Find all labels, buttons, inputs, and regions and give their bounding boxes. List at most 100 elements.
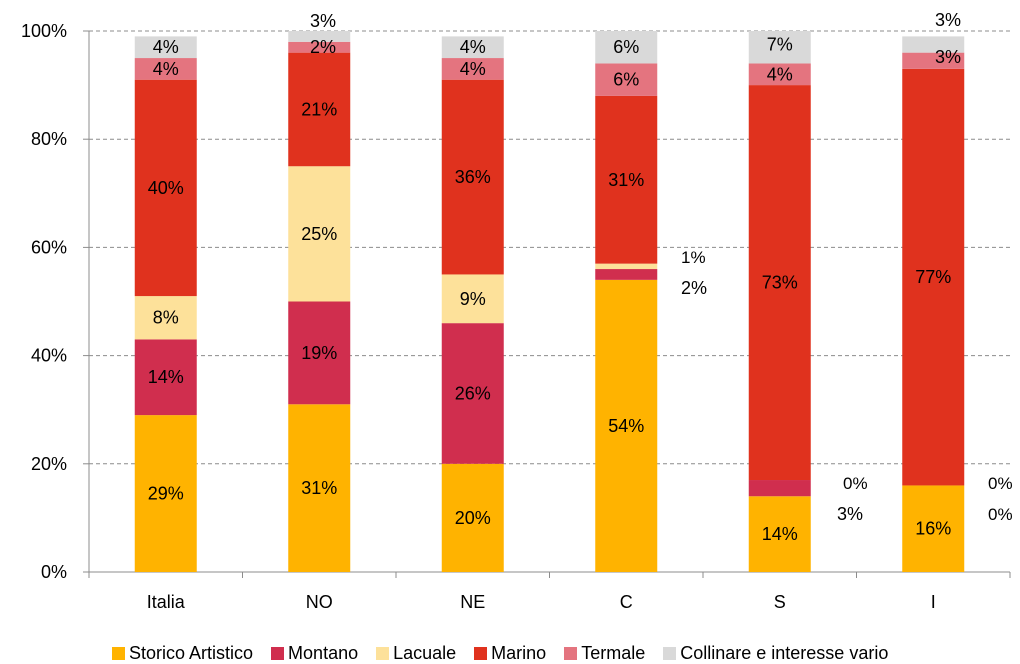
x-tick-label: NO [306, 592, 333, 612]
data-label: 0% [988, 474, 1013, 493]
data-label: 31% [301, 478, 337, 498]
bar-segment [134, 339, 197, 416]
data-label: 3% [310, 11, 336, 31]
bar-segment [134, 36, 197, 59]
legend-swatch [112, 646, 125, 660]
data-label: 77% [915, 267, 951, 287]
data-label: 14% [762, 524, 798, 544]
data-label: 29% [148, 484, 184, 504]
bar-segment [134, 415, 197, 572]
x-tick-label: S [774, 592, 786, 612]
data-label: 7% [767, 35, 793, 55]
bar-segment [595, 63, 658, 96]
bar-segment [288, 301, 351, 405]
x-tick-label: Italia [147, 592, 186, 612]
bar-segment [902, 485, 965, 572]
legend-label: Storico Artistico [129, 642, 254, 663]
data-label: 14% [148, 367, 184, 387]
data-label: 3% [935, 10, 961, 30]
y-tick-label: 60% [31, 237, 67, 257]
y-tick-label: 100% [21, 21, 67, 41]
data-label: 4% [460, 37, 486, 57]
bar-segment [595, 279, 658, 572]
data-label: 36% [455, 167, 491, 187]
data-label: 31% [608, 170, 644, 190]
bar-segment [748, 85, 811, 481]
legend-swatch [271, 646, 285, 660]
legend-label: Termale [581, 642, 646, 663]
data-label: 54% [608, 416, 644, 436]
data-label: 21% [301, 99, 337, 119]
chart-legend: Storico Artistico Montano Lacuale Marino Ter… [112, 643, 888, 663]
bar-segment [748, 63, 811, 86]
bar-segment [748, 31, 811, 64]
data-label: 1% [681, 248, 706, 267]
bar-segment [441, 36, 504, 59]
data-label: 73% [762, 273, 798, 293]
legend-item: Collinare e interesse vario [663, 643, 888, 664]
legend-item: Marino [474, 643, 546, 664]
y-tick-label: 20% [31, 454, 67, 474]
data-label: 25% [301, 224, 337, 244]
bar-segment [748, 496, 811, 572]
data-label: 40% [148, 178, 184, 198]
data-label: 6% [613, 70, 639, 90]
y-tick-label: 80% [31, 129, 67, 149]
bar-segment [288, 166, 351, 302]
legend-item: Storico Artistico [112, 643, 253, 664]
data-label: 2% [681, 278, 707, 298]
legend-item: Lacuale [376, 643, 456, 664]
bar-segment [441, 58, 504, 80]
legend-swatch [474, 646, 488, 660]
legend-item: Termale [564, 643, 645, 664]
data-label: 0% [988, 505, 1013, 524]
x-tick-label: NE [460, 592, 485, 612]
legend-label: Montano [288, 642, 359, 663]
data-label: 8% [153, 308, 179, 328]
bar-segment [134, 58, 197, 80]
bar-segment [902, 52, 965, 69]
stacked-bar-chart: 0%20%40%60%80%100%29%14%8%40%4%4%Italia3… [21, 10, 1013, 612]
y-tick-label: 40% [31, 346, 67, 366]
legend-swatch [376, 646, 390, 660]
data-label: 4% [767, 64, 793, 84]
bar-segment [288, 52, 351, 167]
bar-segment [288, 404, 351, 572]
data-label: 4% [460, 59, 486, 79]
data-label: 26% [455, 383, 491, 403]
bar-segment [902, 68, 965, 486]
bar-segment [288, 41, 351, 53]
bar-segment [134, 296, 197, 340]
data-label: 4% [153, 37, 179, 57]
bar-segment [595, 263, 658, 270]
x-tick-label: C [620, 592, 633, 612]
bar-segment [288, 31, 351, 42]
bar-segment [441, 79, 504, 275]
bar-segment [441, 463, 504, 572]
data-label: 19% [301, 343, 337, 363]
legend-swatch [663, 646, 677, 660]
y-tick-label: 0% [41, 562, 67, 582]
data-label: 2% [310, 37, 336, 57]
bar-segment [441, 323, 504, 464]
bar-segment [134, 79, 197, 297]
data-label: 9% [460, 289, 486, 309]
legend-swatch [564, 646, 578, 660]
bar-segment [595, 269, 658, 280]
data-label: 6% [613, 37, 639, 57]
bar-segment [902, 36, 965, 53]
bar-segment [441, 274, 504, 324]
legend-label: Lacuale [393, 642, 457, 663]
bar-segment [595, 31, 658, 64]
data-label: 16% [915, 519, 951, 539]
data-label: 4% [153, 59, 179, 79]
legend-label: Marino [491, 642, 547, 663]
x-tick-label: I [931, 592, 936, 612]
data-label: 3% [935, 47, 961, 67]
bar-segment [748, 480, 811, 497]
data-label: 20% [455, 508, 491, 528]
bar-segment [595, 95, 658, 264]
legend-item: Montano [271, 643, 358, 664]
data-label: 0% [843, 474, 868, 493]
legend-label: Collinare e interesse vario [680, 642, 889, 663]
